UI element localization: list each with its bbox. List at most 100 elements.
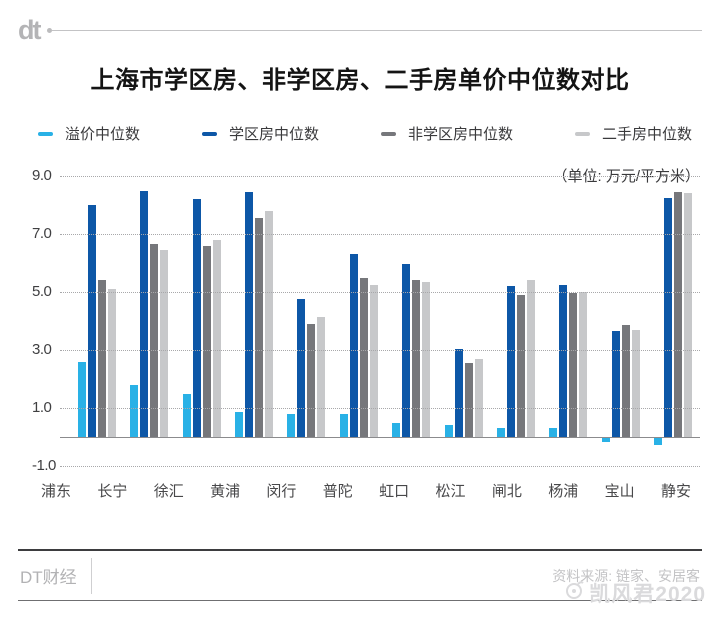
bar-宝山-二手房中位数 xyxy=(631,329,640,437)
x-axis-line xyxy=(60,437,700,438)
x-label-普陀: 普陀 xyxy=(322,483,353,500)
bar-闸北-学区房中位数 xyxy=(506,286,515,437)
y-axis-ticks: 9.0 7.0 5.0 3.0 1.0 -1.0 xyxy=(32,167,72,474)
x-label-虹口: 虹口 xyxy=(379,483,410,500)
bar-徐汇-学区房中位数 xyxy=(192,199,201,437)
bar-杨浦-非学区房中位数 xyxy=(569,293,578,437)
bar-宝山-学区房中位数 xyxy=(611,331,620,437)
bar-闸北-溢价中位数 xyxy=(496,428,505,437)
bar-静安-溢价中位数 xyxy=(653,438,662,446)
x-label-黄浦: 黄浦 xyxy=(210,483,241,500)
bar-虹口-二手房中位数 xyxy=(422,281,431,437)
bar-黄浦-二手房中位数 xyxy=(265,210,274,437)
footer-divider xyxy=(90,557,92,594)
bar-杨浦-学区房中位数 xyxy=(559,284,568,437)
bar-group-静安 xyxy=(653,176,694,466)
bar-group-长宁 xyxy=(130,176,170,466)
gridline-3 xyxy=(60,350,700,351)
bar-闵行-非学区房中位数 xyxy=(307,323,316,437)
bar-闵行-学区房中位数 xyxy=(297,299,306,437)
legend-marker-icon xyxy=(38,131,53,136)
y-tick-label: 9.0 xyxy=(32,167,52,185)
x-label-闵行: 闵行 xyxy=(266,483,297,500)
bar-黄浦-学区房中位数 xyxy=(245,191,254,437)
gridline-7 xyxy=(60,234,700,235)
legend: 溢价中位数 学区房中位数 非学区房中位数 二手房中位数 xyxy=(18,123,702,144)
bar-闵行-二手房中位数 xyxy=(317,316,326,437)
y-tick-label: 7.0 xyxy=(32,225,52,243)
bar-徐汇-非学区房中位数 xyxy=(202,245,211,437)
legend-label: 二手房中位数 xyxy=(601,126,692,143)
x-label-浦东: 浦东 xyxy=(40,483,71,500)
bar-group-杨浦 xyxy=(549,176,589,466)
legend-item-3: 二手房中位数 xyxy=(574,123,692,144)
watermark-text: 凯风君2020 xyxy=(589,583,706,606)
legend-marker-icon xyxy=(380,131,396,136)
bar-虹口-溢价中位数 xyxy=(392,422,401,437)
bar-group-松江 xyxy=(444,176,485,466)
bar-闸北-非学区房中位数 xyxy=(516,294,525,437)
bar-长宁-溢价中位数 xyxy=(130,384,139,437)
x-label-杨浦: 杨浦 xyxy=(548,483,579,500)
bar-普陀-溢价中位数 xyxy=(339,413,348,437)
chart-title: 上海市学区房、非学区房、二手房单价中位数对比 xyxy=(90,67,630,94)
x-label-闸北: 闸北 xyxy=(491,483,522,500)
bar-闸北-二手房中位数 xyxy=(526,280,535,437)
bar-浦东-非学区房中位数 xyxy=(98,280,106,437)
bar-浦东-学区房中位数 xyxy=(88,205,96,437)
y-tick-label: 1.0 xyxy=(32,399,52,417)
bar-黄浦-溢价中位数 xyxy=(235,412,244,437)
x-label-静安: 静安 xyxy=(660,483,691,500)
bar-group-虹口 xyxy=(392,176,432,466)
legend-item-2: 非学区房中位数 xyxy=(380,123,513,144)
watermark: 凯风君2020 xyxy=(563,578,706,608)
header-row: dt xyxy=(18,16,702,44)
bar-徐汇-二手房中位数 xyxy=(212,239,221,437)
x-label-宝山: 宝山 xyxy=(604,483,635,500)
bar-group-黄浦 xyxy=(235,176,275,466)
bar-chart: 9.0 7.0 5.0 3.0 1.0 -1.0 （单位: 万元/平方米） 浦东 长宁 徐汇 黄… xyxy=(18,158,702,500)
bar-长宁-学区房中位数 xyxy=(140,190,149,437)
bar-普陀-非学区房中位数 xyxy=(359,277,368,437)
x-label-徐汇: 徐汇 xyxy=(153,483,184,500)
bar-group-闵行 xyxy=(287,176,327,466)
legend-label: 溢价中位数 xyxy=(65,126,141,143)
gridline-9 xyxy=(60,176,700,177)
bar-松江-非学区房中位数 xyxy=(464,363,473,437)
bar-松江-学区房中位数 xyxy=(454,348,463,437)
bar-虹口-非学区房中位数 xyxy=(412,280,421,437)
data-source: 资料来源: 链家、安居客 xyxy=(552,567,700,584)
legend-label: 学区房中位数 xyxy=(228,126,319,143)
legend-item-0: 溢价中位数 xyxy=(38,123,140,144)
bar-group-浦东 xyxy=(78,176,118,466)
dt-logo: dt xyxy=(18,14,42,45)
bar-宝山-溢价中位数 xyxy=(601,438,610,443)
x-label-松江: 松江 xyxy=(435,483,466,500)
y-tick-label: -1.0 xyxy=(32,457,56,475)
y-tick-label: 5.0 xyxy=(32,283,52,301)
legend-item-1: 学区房中位数 xyxy=(201,123,319,144)
header-rule-line xyxy=(52,29,702,31)
logo-dot xyxy=(47,27,53,33)
y-tick-label: 3.0 xyxy=(32,341,52,359)
bar-闵行-溢价中位数 xyxy=(287,413,296,437)
bar-group-徐汇 xyxy=(182,176,223,466)
weibo-watermark-icon xyxy=(563,579,585,607)
bar-静安-学区房中位数 xyxy=(663,197,672,437)
bar-杨浦-二手房中位数 xyxy=(579,292,588,437)
legend-label: 非学区房中位数 xyxy=(407,126,513,143)
bar-浦东-溢价中位数 xyxy=(78,361,86,437)
bar-静安-二手房中位数 xyxy=(683,193,692,437)
x-label-长宁: 长宁 xyxy=(97,483,128,500)
legend-marker-icon xyxy=(574,131,590,136)
bar-松江-溢价中位数 xyxy=(444,425,453,437)
bar-松江-二手房中位数 xyxy=(474,358,483,437)
bar-普陀-学区房中位数 xyxy=(349,254,358,437)
legend-marker-icon xyxy=(201,131,217,136)
bar-静安-非学区房中位数 xyxy=(673,191,682,437)
footer: DT财经 资料来源: 链家、安居客 xyxy=(18,549,702,601)
bar-group-宝山 xyxy=(601,176,642,466)
bar-杨浦-溢价中位数 xyxy=(549,428,558,437)
bar-长宁-二手房中位数 xyxy=(160,249,169,437)
